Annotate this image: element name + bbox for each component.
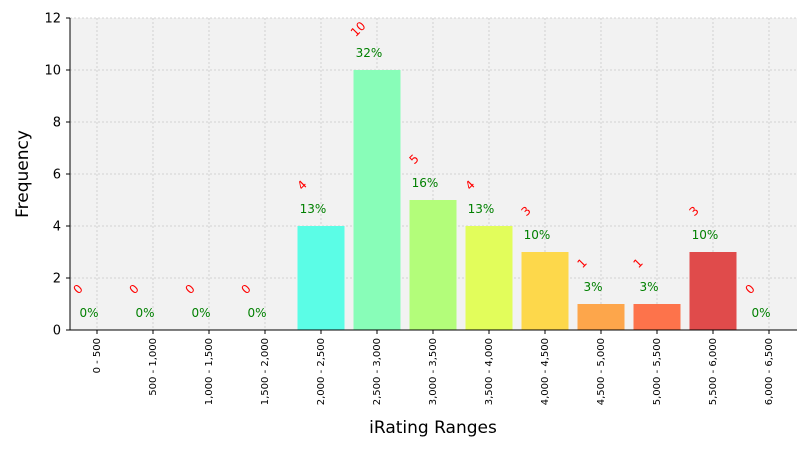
x-tick-label: 4,500 - 5,000 — [596, 338, 607, 405]
y-tick-label: 6 — [53, 168, 61, 183]
percent-label: 16% — [412, 176, 439, 190]
y-tick-label: 2 — [53, 272, 61, 287]
x-tick-label: 3,500 - 4,000 — [484, 338, 495, 405]
bar — [465, 226, 513, 330]
x-tick-label: 4,000 - 4,500 — [540, 338, 551, 405]
percent-label: 13% — [300, 202, 327, 216]
x-axis-title: iRating Ranges — [369, 418, 497, 438]
y-tick-group: 0 2 4 6 8 10 12 — [44, 12, 70, 339]
bar-group — [297, 70, 737, 330]
bar — [353, 70, 401, 330]
y-tick-label: 8 — [53, 116, 61, 131]
percent-label: 0% — [135, 306, 154, 320]
percent-label: 10% — [524, 228, 551, 242]
y-tick-label: 12 — [44, 12, 61, 27]
x-tick-label: 3,000 - 3,500 — [428, 338, 439, 405]
percent-label: 3% — [639, 280, 658, 294]
y-tick-label: 0 — [53, 324, 61, 339]
bar — [521, 252, 569, 330]
percent-label: 32% — [356, 46, 383, 60]
percent-label: 3% — [583, 280, 602, 294]
y-tick-label: 10 — [44, 64, 61, 79]
x-tick-label: 2,000 - 2,500 — [316, 338, 327, 405]
percent-label: 0% — [79, 306, 98, 320]
x-tick-label: 0 - 500 — [92, 338, 103, 373]
x-tick-label: 5,000 - 5,500 — [652, 338, 663, 405]
percent-label: 0% — [247, 306, 266, 320]
percent-label: 13% — [468, 202, 495, 216]
x-tick-label: 2,500 - 3,000 — [372, 338, 383, 405]
percent-label: 0% — [751, 306, 770, 320]
bar — [297, 226, 345, 330]
percent-label: 0% — [191, 306, 210, 320]
y-axis-title: Frequency — [13, 130, 33, 218]
percent-label: 10% — [692, 228, 719, 242]
x-tick-label: 5,500 - 6,000 — [708, 338, 719, 405]
x-tick-label: 1,000 - 1,500 — [204, 338, 215, 405]
x-tick-label: 500 - 1,000 — [148, 338, 159, 396]
bar — [409, 200, 457, 330]
y-tick-label: 4 — [53, 220, 61, 235]
bar — [577, 304, 625, 330]
x-tick-group: 0 - 500 500 - 1,000 1,000 - 1,500 1,500 - 2… — [92, 330, 775, 405]
bar — [633, 304, 681, 330]
x-tick-label: 6,000 - 6,500 — [764, 338, 775, 405]
x-tick-label: 1,500 - 2,000 — [260, 338, 271, 405]
bar — [689, 252, 737, 330]
